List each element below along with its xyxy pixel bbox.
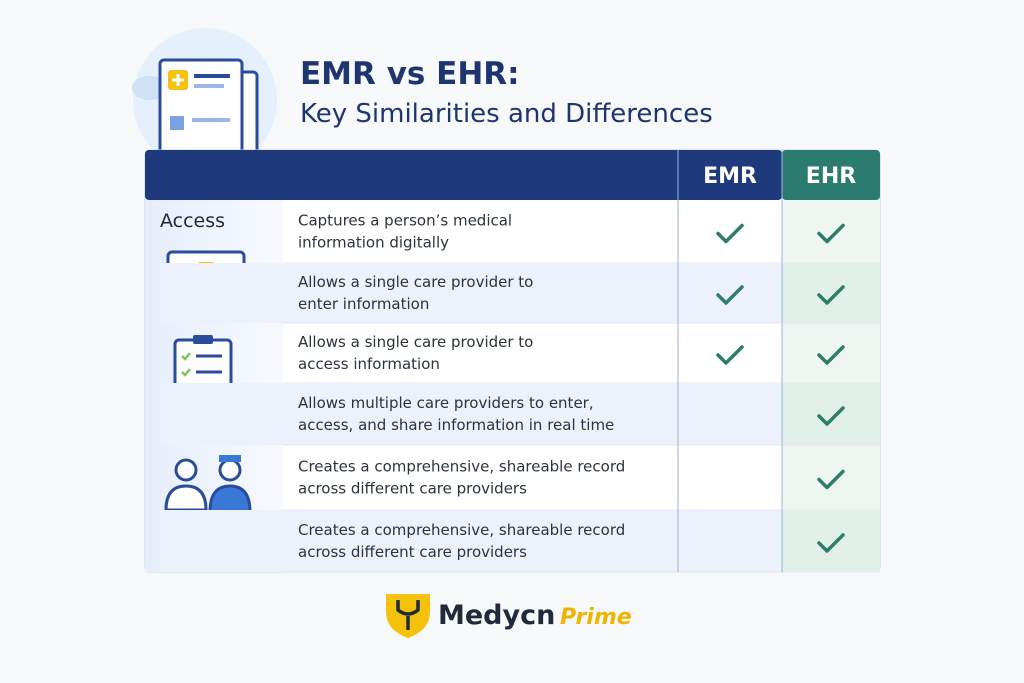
check-mark — [817, 285, 845, 305]
section-label: Access — [160, 210, 225, 232]
row-band — [782, 263, 880, 323]
check-mark — [716, 345, 744, 365]
row-text: Allows multiple care providers to enter, — [298, 394, 594, 412]
row-band — [782, 383, 880, 445]
doctors-icon — [164, 455, 252, 514]
row-band — [782, 510, 880, 572]
row-text: information digitally — [298, 234, 449, 252]
row-band — [160, 510, 782, 572]
brand-suffix: Prime — [560, 605, 632, 630]
row-text: access, and share information in real ti… — [298, 416, 614, 434]
check-mark — [716, 285, 744, 305]
column-header: EMR — [703, 164, 757, 189]
check-mark — [817, 223, 845, 244]
check-mark — [817, 469, 845, 490]
row-text: Creates a comprehensive, shareable recor… — [298, 458, 625, 476]
check-mark — [716, 223, 744, 244]
document-icon — [132, 28, 277, 172]
row-text: across different care providers — [298, 480, 527, 498]
row-text: enter information — [298, 295, 429, 313]
title: EMR vs EHR: — [300, 56, 520, 92]
check-mark — [817, 533, 845, 553]
brand-name: Medycn — [438, 600, 555, 631]
row-text: access information — [298, 355, 440, 373]
column-header: EHR — [806, 164, 856, 189]
row-text: across different care providers — [298, 543, 527, 561]
brand-logo — [386, 594, 430, 638]
row-band — [160, 263, 782, 323]
check-mark — [817, 345, 845, 365]
row-text: Allows a single care provider to — [298, 273, 533, 291]
check-mark — [817, 406, 845, 426]
row-text: Creates a comprehensive, shareable recor… — [298, 521, 625, 539]
row-text: Captures a person’s medical — [298, 212, 512, 230]
comparison-table — [144, 149, 881, 573]
row-text: Allows a single care provider to — [298, 333, 533, 351]
subtitle: Key Similarities and Differences — [300, 99, 713, 129]
row-band — [160, 383, 782, 445]
